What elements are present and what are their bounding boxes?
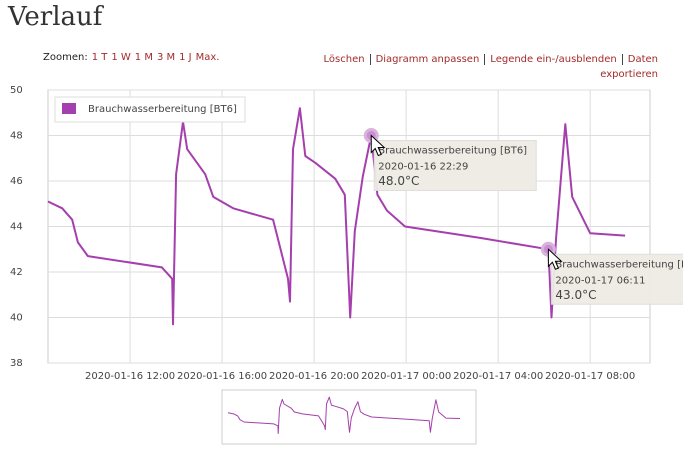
x-tick-label: 2020-01-16 12:00	[85, 371, 175, 382]
legend-box	[54, 96, 246, 123]
tooltip-box	[550, 253, 683, 305]
y-tick-label: 48	[10, 131, 23, 142]
navigator-line	[227, 396, 461, 434]
x-tick-label: 2020-01-17 08:00	[545, 371, 635, 382]
action-link[interactable]: Diagramm anpassen	[369, 54, 485, 65]
series-line	[47, 107, 626, 326]
zoom-option[interactable]: 3 M	[156, 52, 176, 63]
zoom-option[interactable]: 1 T	[91, 52, 108, 63]
tooltip-value: 48.0°C	[378, 174, 419, 188]
zoom-option[interactable]: Max.	[195, 52, 220, 63]
y-tick-label: 38	[10, 358, 23, 369]
x-tick-label: 2020-01-16 20:00	[269, 371, 359, 382]
action-bar: Löschen Diagramm anpassen Legende ein-/aus…	[300, 52, 658, 82]
navigator	[221, 389, 477, 445]
y-tick-label: 42	[10, 267, 23, 278]
zoom-option[interactable]: 1 J	[179, 52, 192, 63]
x-tick-label: 2020-01-17 04:00	[453, 371, 543, 382]
action-link[interactable]: Legende ein-/ausblenden	[484, 54, 622, 65]
zoom-option[interactable]: 1 W	[111, 52, 131, 63]
zoom-option[interactable]: 1 M	[134, 52, 153, 63]
y-tick-label: 50	[10, 85, 23, 96]
tooltip-series: Brauchwasserbereitung [BT6]	[378, 146, 527, 157]
legend-swatch	[62, 103, 76, 114]
tooltip-value: 43.0°C	[555, 288, 596, 302]
tooltip-series: Brauchwasserbereitung [BT6]	[555, 259, 683, 270]
tooltip-box	[373, 140, 537, 191]
y-tick-label: 46	[10, 176, 23, 187]
page-title: Verlauf	[8, 2, 103, 32]
cursor	[547, 248, 563, 270]
action-link[interactable]: Löschen	[323, 54, 365, 65]
y-tick-label: 40	[10, 313, 23, 324]
tooltip-date: 2020-01-17 06:11	[555, 275, 645, 286]
y-tick-label: 44	[10, 222, 23, 233]
tooltip-date: 2020-01-16 22:29	[378, 162, 468, 173]
action-link[interactable]: Daten exportieren	[600, 54, 658, 80]
x-tick-label: 2020-01-16 16:00	[177, 371, 267, 382]
legend-label: Brauchwasserbereitung [BT6]	[88, 104, 237, 115]
x-tick-label: 2020-01-17 00:00	[361, 371, 451, 382]
zoom-label: Zoomen:	[43, 52, 88, 63]
cursor	[370, 134, 386, 157]
